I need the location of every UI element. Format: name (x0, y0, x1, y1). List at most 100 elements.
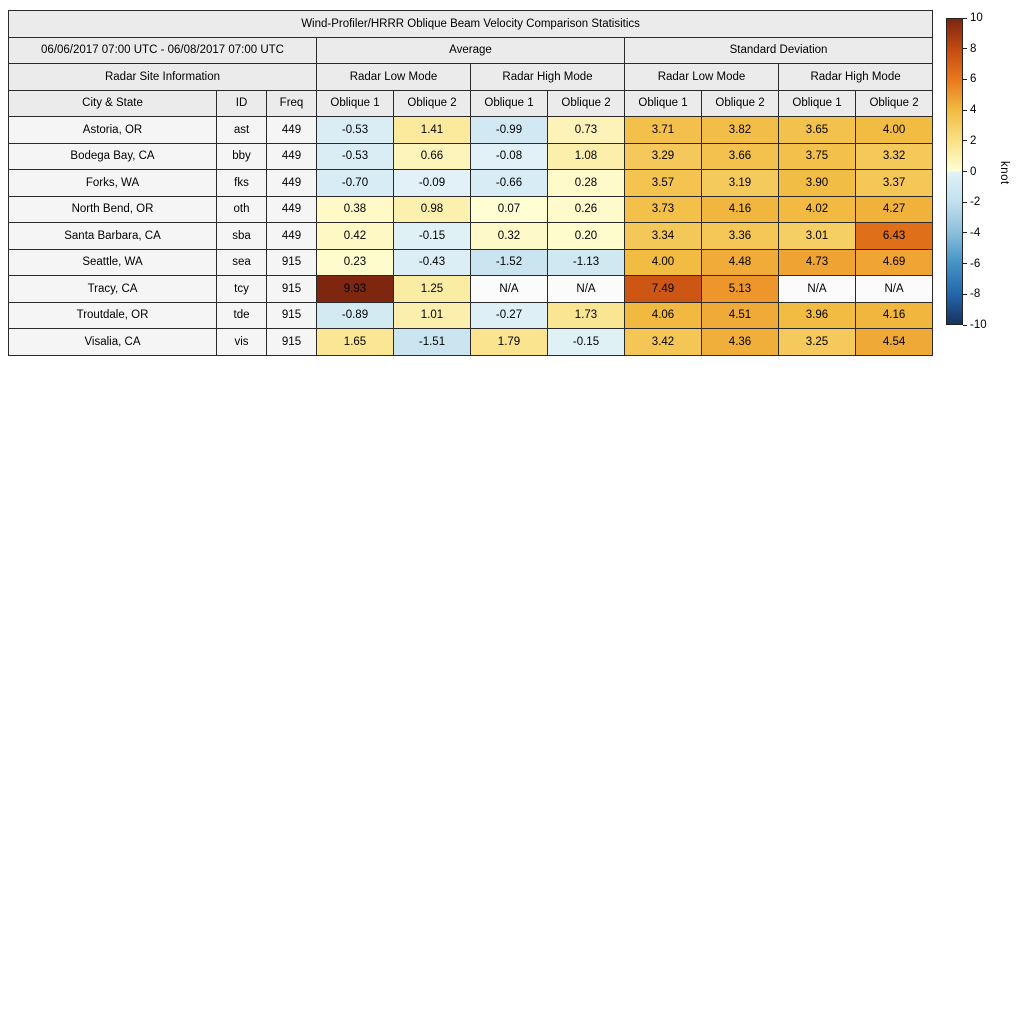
value-cell: 0.98 (393, 195, 471, 223)
value-cell: N/A (547, 275, 625, 303)
value-cell: N/A (470, 275, 548, 303)
value-cell: 1.41 (393, 116, 471, 144)
table-row: Santa Barbara, CA sba 449 0.42 -0.15 0.32 0.20… (8, 222, 934, 250)
value-cell: 0.28 (547, 169, 625, 197)
value-cell: 1.08 (547, 142, 625, 170)
site-id-cell: tde (216, 301, 267, 329)
value-cell: 0.07 (470, 195, 548, 223)
colorbar-tick (963, 78, 967, 80)
site-id-cell: fks (216, 169, 267, 197)
city-cell: Visalia, CA (8, 328, 217, 356)
city-cell: North Bend, OR (8, 195, 217, 223)
value-cell: 9.93 (316, 275, 394, 303)
value-cell: 3.71 (624, 116, 702, 144)
colorbar-tick (963, 201, 967, 203)
value-cell: 7.49 (624, 275, 702, 303)
std-low-mode-header: Radar Low Mode (624, 63, 779, 91)
value-cell: 0.26 (547, 195, 625, 223)
value-cell: 3.42 (624, 328, 702, 356)
value-cell: 4.02 (778, 195, 856, 223)
colorbar-tick-label: -2 (970, 196, 981, 209)
colorbar-tick-label: 8 (970, 42, 977, 55)
site-id-cell: bby (216, 142, 267, 170)
table-row: Troutdale, OR tde 915 -0.89 1.01 -0.27 1.73 4.0… (8, 301, 934, 329)
oblique-header: Oblique 1 (624, 89, 702, 117)
value-cell: 4.06 (624, 301, 702, 329)
value-cell: 0.73 (547, 116, 625, 144)
value-cell: 0.38 (316, 195, 394, 223)
value-cell: 4.36 (701, 328, 779, 356)
freq-cell: 449 (266, 195, 317, 223)
value-cell: 4.54 (854, 328, 934, 356)
value-cell: 0.20 (547, 222, 625, 250)
city-cell: Forks, WA (8, 169, 217, 197)
freq-cell: 915 (266, 275, 317, 303)
value-cell: 4.73 (778, 248, 856, 276)
stats-table: Wind-Profiler/HRRR Oblique Beam Velocity… (7, 10, 934, 356)
value-cell: -0.70 (316, 169, 394, 197)
id-header: ID (216, 89, 267, 117)
value-cell: 4.00 (624, 248, 702, 276)
value-cell: 0.66 (393, 142, 471, 170)
colorbar-tick (963, 232, 967, 234)
freq-header: Freq (266, 89, 317, 117)
avg-high-mode-header: Radar High Mode (470, 63, 625, 91)
freq-cell: 449 (266, 222, 317, 250)
value-cell: 3.32 (854, 142, 934, 170)
value-cell: -0.15 (393, 222, 471, 250)
city-cell: Seattle, WA (8, 248, 217, 276)
table-row: Bodega Bay, CA bby 449 -0.53 0.66 -0.08 1.08 3.… (8, 142, 934, 170)
value-cell: 3.73 (624, 195, 702, 223)
colorbar-tick-label: 6 (970, 73, 977, 86)
value-cell: 4.51 (701, 301, 779, 329)
value-cell: N/A (854, 275, 934, 303)
value-cell: -0.53 (316, 142, 394, 170)
value-cell: 3.66 (701, 142, 779, 170)
oblique-header: Oblique 1 (470, 89, 548, 117)
city-state-header: City & State (8, 89, 217, 117)
colorbar-tick (963, 17, 967, 19)
oblique-header: Oblique 2 (854, 89, 934, 117)
colorbar-tick-label: 4 (970, 104, 977, 117)
value-cell: 0.23 (316, 248, 394, 276)
freq-cell: 449 (266, 169, 317, 197)
column-header-row: City & State ID Freq Oblique 1 Oblique 2… (8, 89, 934, 117)
colorbar-tick (963, 293, 967, 295)
site-id-cell: sba (216, 222, 267, 250)
value-cell: 1.65 (316, 328, 394, 356)
oblique-header: Oblique 1 (778, 89, 856, 117)
value-cell: -0.27 (470, 301, 548, 329)
title-row: Wind-Profiler/HRRR Oblique Beam Velocity… (7, 10, 934, 38)
site-id-cell: ast (216, 116, 267, 144)
freq-cell: 915 (266, 301, 317, 329)
colorbar-tick-label: -10 (970, 319, 987, 331)
table-row: Astoria, OR ast 449 -0.53 1.41 -0.99 0.73 3.71 3… (8, 116, 934, 144)
colorbar-unit-label: knot (998, 161, 1010, 185)
value-cell: 3.82 (701, 116, 779, 144)
value-cell: 4.27 (854, 195, 934, 223)
colorbar-tick-label: 2 (970, 134, 977, 147)
value-cell: -1.52 (470, 248, 548, 276)
freq-cell: 449 (266, 116, 317, 144)
site-id-cell: sea (216, 248, 267, 276)
value-cell: 1.01 (393, 301, 471, 329)
value-cell: 4.16 (854, 301, 934, 329)
city-cell: Astoria, OR (8, 116, 217, 144)
value-cell: 4.16 (701, 195, 779, 223)
value-cell: -1.13 (547, 248, 625, 276)
value-cell: -0.66 (470, 169, 548, 197)
oblique-header: Oblique 1 (316, 89, 394, 117)
colorbar-tick (963, 324, 967, 326)
value-cell: 3.19 (701, 169, 779, 197)
value-cell: 4.48 (701, 248, 779, 276)
date-range-header: 06/06/2017 07:00 UTC - 06/08/2017 07:00 … (8, 36, 317, 64)
table-row: Forks, WA fks 449 -0.70 -0.09 -0.66 0.28 3.57 3.… (8, 169, 934, 197)
colorbar-tick-label: -8 (970, 288, 981, 301)
value-cell: 3.25 (778, 328, 856, 356)
value-cell: 1.79 (470, 328, 548, 356)
value-cell: -0.99 (470, 116, 548, 144)
table-body: Astoria, OR ast 449 -0.53 1.41 -0.99 0.73 3.71 3… (8, 116, 934, 356)
colorbar-tick (963, 140, 967, 142)
value-cell: 3.90 (778, 169, 856, 197)
